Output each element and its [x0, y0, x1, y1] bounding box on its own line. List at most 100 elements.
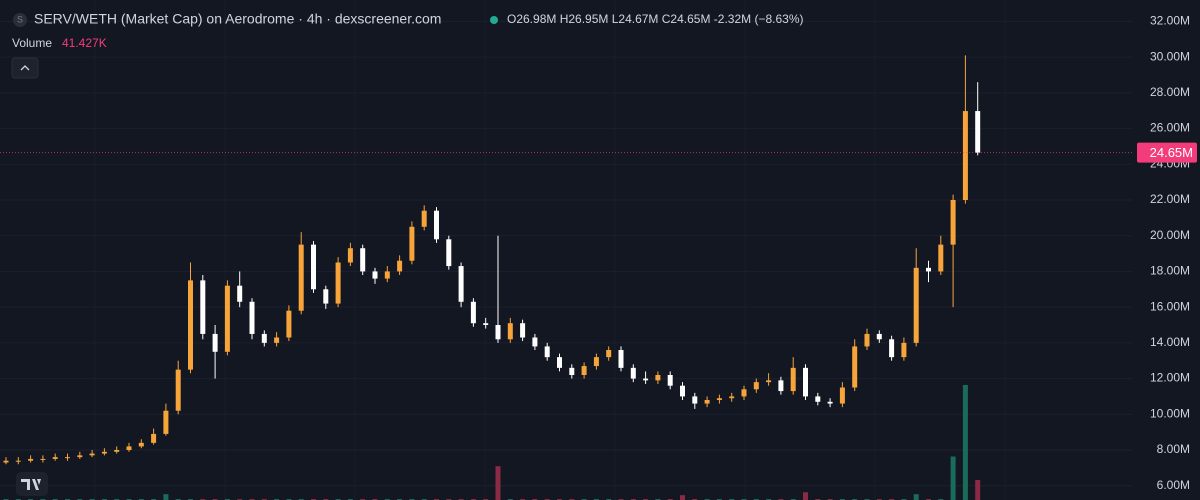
candle-body	[249, 301, 255, 334]
candle-body	[65, 457, 70, 459]
volume-title: Volume	[12, 36, 52, 50]
candle-body	[372, 271, 378, 279]
candle-body	[569, 367, 575, 375]
candle-body	[901, 342, 907, 358]
y-tick-label: 16.00M	[1150, 299, 1190, 313]
candle-body	[815, 396, 821, 402]
volume-bar	[962, 385, 968, 500]
candle-body	[360, 248, 366, 272]
candle-body	[729, 396, 735, 399]
y-tick-label: 18.00M	[1150, 264, 1190, 278]
chart-title: SERV/WETH (Market Cap) on Aerodrome · 4h…	[34, 11, 441, 27]
volume-bar	[495, 466, 501, 500]
candle-body	[926, 267, 931, 272]
candle-body	[655, 375, 661, 381]
volume-bar	[975, 479, 981, 500]
candle-body	[188, 280, 193, 370]
candle-body	[827, 401, 833, 404]
candle-body	[311, 244, 316, 290]
candle-body	[839, 387, 845, 404]
candle-body	[28, 458, 34, 461]
candle-body	[200, 280, 206, 334]
candle-body	[950, 200, 956, 245]
candle-body	[606, 350, 612, 358]
volume-value: 41.427K	[62, 36, 107, 50]
candle-body	[680, 385, 685, 397]
volume-bar	[913, 494, 919, 500]
candle-body	[237, 285, 243, 302]
candle-body	[741, 389, 747, 397]
candle-body	[151, 433, 157, 443]
candle-body	[175, 369, 181, 411]
y-tick-label: 28.00M	[1150, 85, 1190, 99]
candle-body	[716, 398, 722, 400]
candle-body	[52, 457, 58, 459]
y-tick-label: 10.00M	[1150, 406, 1190, 420]
volume-bar	[950, 456, 956, 500]
candle-body	[421, 210, 427, 227]
candle-body	[3, 460, 9, 463]
candle-body	[470, 301, 476, 324]
candle-body	[261, 333, 267, 343]
candle-body	[397, 260, 403, 272]
y-tick-label: 20.00M	[1150, 228, 1190, 242]
y-tick-label: 8.00M	[1157, 442, 1190, 456]
candle-body	[532, 337, 538, 347]
collapse-button[interactable]	[11, 57, 39, 79]
candle-body	[323, 289, 329, 304]
candle-body	[618, 350, 624, 368]
candle-body	[89, 453, 95, 456]
candle-body	[286, 310, 292, 338]
candle-body	[790, 367, 796, 392]
candle-body	[520, 323, 526, 338]
candle-body	[852, 346, 858, 388]
candle-body	[384, 271, 390, 279]
y-tick-label: 22.00M	[1150, 192, 1190, 206]
volume-bar	[163, 494, 169, 500]
candle-body	[753, 382, 759, 390]
candle-body	[347, 248, 353, 263]
candle-body	[126, 446, 132, 450]
candle-body	[667, 375, 673, 386]
candle-body	[544, 346, 550, 358]
candle-body	[212, 333, 218, 352]
candle-body	[803, 367, 808, 397]
candle-body	[766, 380, 772, 383]
candle-body	[446, 239, 452, 267]
candle-body	[876, 333, 882, 340]
price-axis: 6.00M 8.00M 10.00M 12.00M 14.00M 16.00M 18.00M…	[1137, 14, 1197, 492]
candle-body	[507, 323, 513, 340]
candle-body	[40, 458, 46, 460]
candle-body	[101, 451, 107, 454]
symbol-icon	[13, 13, 27, 27]
ohlc-values: O26.98M H26.95M L24.67M C24.65M -2.32M (…	[507, 12, 803, 26]
candle-body	[483, 323, 489, 325]
candle-body	[581, 366, 587, 375]
candle-body	[163, 410, 169, 434]
candle-body	[557, 357, 562, 368]
volume-bar	[680, 495, 685, 500]
candle-body	[409, 226, 415, 261]
candle-body	[77, 455, 83, 458]
candle-body	[692, 396, 698, 404]
last-price-box	[1137, 142, 1197, 163]
tv-logo	[16, 472, 48, 496]
candle-body	[434, 210, 439, 240]
candle-body	[114, 450, 120, 452]
candle-body	[643, 378, 649, 381]
collapse-icon	[20, 65, 30, 71]
y-tick-label: 6.00M	[1157, 478, 1190, 492]
candle-body	[495, 325, 501, 340]
candle-body	[913, 267, 919, 343]
candle-body	[704, 400, 710, 404]
candle-body	[962, 111, 968, 200]
candle-body	[335, 262, 341, 304]
candle-body	[458, 266, 464, 302]
y-tick-label: 14.00M	[1150, 335, 1190, 349]
candle-body	[224, 285, 230, 352]
volume-bar	[803, 492, 808, 500]
candle-body	[778, 380, 784, 392]
candle-body	[298, 244, 304, 311]
